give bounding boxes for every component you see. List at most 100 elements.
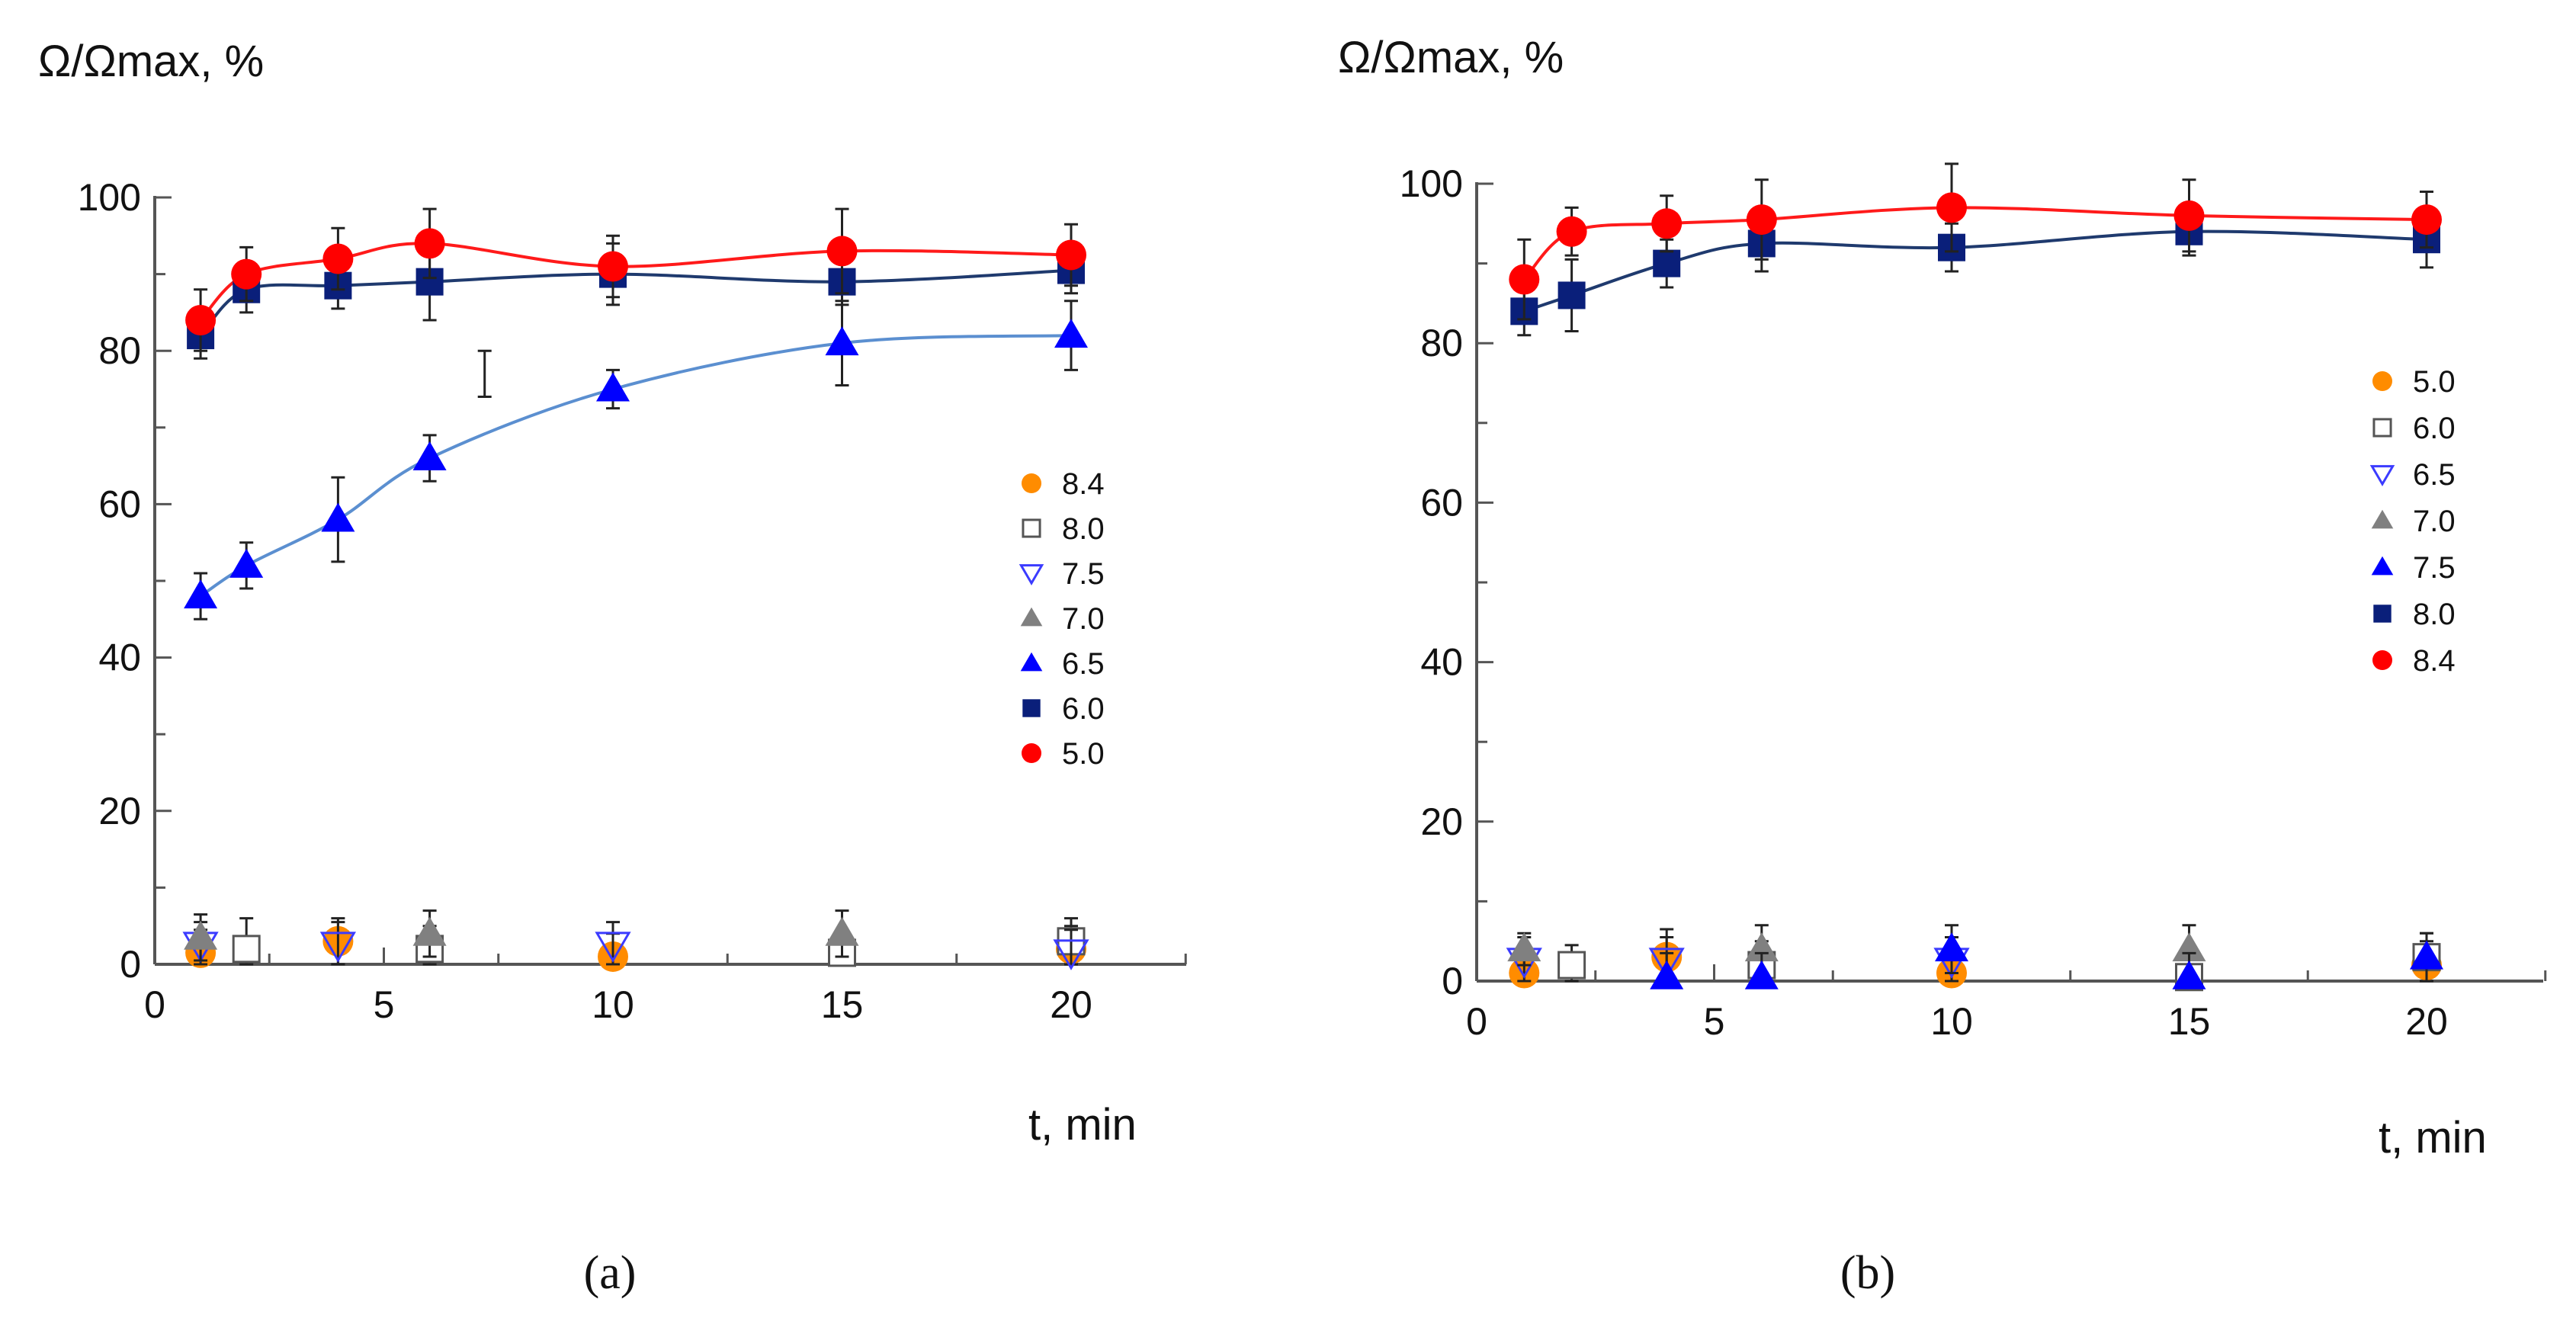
y-tick-label: 80 (1420, 322, 1463, 364)
series-5.0 (185, 207, 1086, 352)
data-point-7.5 (319, 932, 357, 963)
y-tick-label: 80 (98, 329, 141, 372)
data-point-6.5 (1054, 319, 1088, 348)
legend-label: 7.0 (1062, 602, 1105, 636)
y-axis-label: Ω/Ωmax, % (1338, 33, 1564, 82)
panel-caption: (a) (584, 1247, 637, 1299)
x-tick-label: 15 (821, 983, 864, 1026)
legend-label: 6.5 (2413, 458, 2456, 492)
y-tick-label: 0 (1442, 960, 1463, 1002)
series-6.5 (184, 300, 1088, 621)
data-point-5.0 (231, 258, 262, 290)
data-point-7.5 (1744, 960, 1779, 989)
x-tick-label: 15 (2168, 1000, 2211, 1043)
data-point-7.0 (1507, 932, 1541, 962)
data-point-6.5 (412, 441, 447, 471)
legend-marker-6.0 (1022, 699, 1041, 717)
legend-marker-6.0 (2372, 418, 2392, 438)
data-point-5.0 (414, 228, 445, 259)
chart-panel-a: 0 20 40 60 80 100 0 5 10 15 20 Ω/Ωmax, % t, min (a) 8.… (38, 37, 1187, 1299)
data-point-5.0 (185, 304, 217, 335)
x-axis-label: t, min (1028, 1100, 1137, 1150)
x-axis-label: t, min (2379, 1113, 2487, 1162)
y-tick-label: 100 (78, 176, 141, 219)
series-8.0 (1510, 206, 2440, 337)
legend-label: 5.0 (1062, 737, 1105, 771)
legend-marker-5.0 (2372, 371, 2392, 391)
legend-marker-8.0 (1022, 518, 1041, 538)
data-point-7.5 (595, 932, 631, 963)
data-point-8.0 (1653, 249, 1681, 277)
x-tick-label: 10 (592, 983, 634, 1026)
legend: 5.0 6.0 6.5 7.0 7.5 8.0 8.4 (2369, 365, 2456, 678)
fit-curve-8.0 (1523, 229, 2427, 313)
legend-marker-6.5 (1020, 652, 1043, 672)
data-point-7.5 (1935, 932, 1968, 962)
y-tick-label: 40 (1420, 641, 1463, 684)
data-point-6.5 (596, 372, 630, 402)
fit-curve-5.0 (199, 242, 1072, 322)
fit-curve-8.4 (1522, 206, 2427, 281)
x-tick-label: 5 (1704, 1000, 1725, 1043)
legend-label: 7.0 (2413, 505, 2456, 538)
data-point-8.4 (1556, 216, 1587, 247)
x-tick-label: 10 (1930, 1000, 1973, 1043)
legend-label: 6.0 (1062, 692, 1105, 726)
legend-marker-7.0 (2371, 509, 2394, 529)
data-point-8.4 (1509, 264, 1540, 295)
x-tick-label: 0 (144, 983, 165, 1026)
data-point-7.5 (1053, 939, 1089, 970)
legend-label: 6.5 (1062, 647, 1105, 681)
legend-marker-8.0 (2373, 604, 2392, 623)
data-point-8.4 (2173, 200, 2205, 231)
data-point-7.5 (2172, 960, 2206, 989)
legend-label: 7.5 (1062, 557, 1105, 591)
legend-marker-8.4 (2372, 650, 2392, 670)
data-point-6.5 (229, 548, 264, 578)
legend: 8.4 8.0 7.5 7.0 6.5 6.0 5.0 (1019, 467, 1105, 771)
data-point-6.5 (825, 326, 859, 356)
legend-marker-7.0 (1020, 607, 1043, 627)
y-tick-label: 60 (98, 483, 141, 525)
data-point-7.0 (412, 916, 447, 946)
series-7.0 (1507, 924, 2206, 975)
data-point-8.0 (1557, 281, 1586, 309)
data-point-5.0 (598, 251, 628, 282)
x-tick-label: 5 (374, 983, 395, 1026)
data-point-6.5 (321, 502, 355, 532)
data-point-8.4 (1936, 192, 1967, 223)
y-axis-label: Ω/Ωmax, % (38, 37, 264, 86)
data-point-7.0 (184, 920, 218, 950)
data-point-8.4 (2411, 204, 2442, 236)
data-point-7.5 (2410, 940, 2443, 970)
data-point-6.0 (1557, 951, 1586, 980)
series-5.0 (1509, 928, 2442, 989)
data-point-5.0 (826, 236, 858, 267)
data-point-6.5 (1648, 948, 1685, 979)
data-point-8.4 (1651, 208, 1683, 239)
legend-label: 7.5 (2413, 551, 2456, 585)
data-point-7.0 (825, 916, 859, 946)
fit-curve-6.0 (199, 268, 1072, 337)
panel-caption: (b) (1840, 1247, 1895, 1299)
y-tick-label: 20 (98, 790, 141, 832)
data-point-5.0 (322, 243, 354, 274)
legend-label: 8.4 (2413, 644, 2456, 678)
series-7.5 (1650, 924, 2443, 989)
chart-panel-b: 0 20 40 60 80 100 0 5 10 15 20 Ω/Ωmax, % t, min (b) 5.… (1338, 33, 2547, 1299)
data-point-8.0 (232, 935, 261, 964)
legend-marker-7.5 (2371, 556, 2394, 576)
legend-label: 8.0 (1062, 512, 1105, 546)
data-point-7.0 (2172, 932, 2206, 962)
y-tick-label: 0 (120, 943, 141, 986)
legend-label: 8.0 (2413, 598, 2456, 631)
data-point-7.5 (1650, 960, 1684, 989)
y-tick-label: 20 (1420, 800, 1463, 843)
fit-curve-6.5 (199, 334, 1072, 598)
series-7.0 (184, 909, 859, 962)
series-8.4 (1509, 162, 2442, 321)
legend-marker-8.4 (1022, 473, 1041, 493)
legend-label: 8.4 (1062, 467, 1105, 501)
legend-marker-6.5 (2369, 465, 2395, 486)
